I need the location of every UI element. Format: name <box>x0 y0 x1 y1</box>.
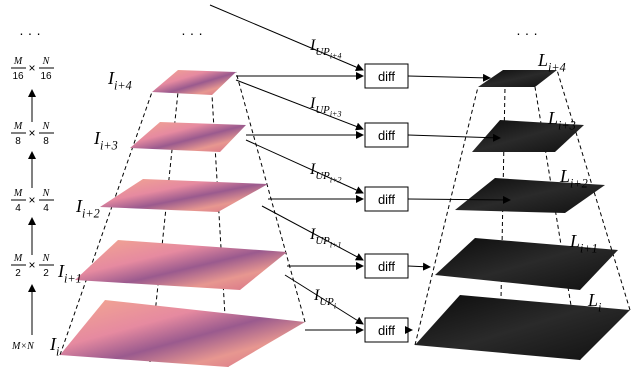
label-base: L <box>587 290 598 310</box>
ellipsis: · · · <box>516 25 538 41</box>
size-denominator: 16 <box>12 71 24 82</box>
label-subscript: i+3 <box>558 118 576 132</box>
label-base: L <box>559 166 570 186</box>
size-denominator: 4 <box>43 203 49 214</box>
base-size: M×N <box>11 341 35 352</box>
upsample-arrow <box>285 275 363 324</box>
size-numerator: M <box>13 253 23 264</box>
ellipsis: · · · <box>19 25 41 41</box>
ellipsis: · · · <box>181 25 203 41</box>
math-label: Ii <box>49 334 60 358</box>
times-sign: × <box>28 61 35 75</box>
label-base: L <box>537 50 548 70</box>
size-numerator: N <box>42 56 51 67</box>
label-subscript: i+4 <box>114 78 132 92</box>
size-numerator: M <box>13 56 23 67</box>
label-base: L <box>547 108 558 128</box>
laplacian-layer <box>478 70 557 87</box>
label-subscript: i+2 <box>82 206 100 220</box>
times-sign: × <box>28 193 35 207</box>
size-denominator: 2 <box>15 268 21 279</box>
size-denominator: 16 <box>40 71 52 82</box>
diff-label: diff <box>378 259 395 274</box>
laplacian-pyramid-diagram: · · · · · · · · · M 16 × N 16 M 8 × N 8 M 4 × N 4 M 2 × N 2 M×N… <box>0 0 640 374</box>
output-arrow <box>408 76 490 78</box>
size-denominator: 8 <box>43 136 49 147</box>
times-sign: × <box>28 126 35 140</box>
math-label: Ii+4 <box>107 68 132 92</box>
diff-label: diff <box>378 69 395 84</box>
upsample-arrow <box>236 80 363 129</box>
math-label: Ii+2 <box>75 196 100 220</box>
size-denominator: 8 <box>15 136 21 147</box>
label-subscript: UP <box>315 46 330 58</box>
label-subscript: UP <box>315 170 330 182</box>
label-subscript: i <box>598 300 602 314</box>
diff-label: diff <box>378 192 395 207</box>
size-numerator: M <box>13 121 23 132</box>
label-subscript: i+4 <box>548 60 566 74</box>
diff-label: diff <box>378 323 395 338</box>
size-denominator: 2 <box>43 268 49 279</box>
math-label: IUPi+4 <box>309 37 341 60</box>
times-sign: × <box>28 258 35 272</box>
label-subsubscript: i+4 <box>330 51 342 60</box>
math-label: Ii+1 <box>57 261 82 285</box>
image-layer <box>75 240 287 290</box>
label-subscript: i+1 <box>64 271 82 285</box>
label-subscript: i <box>56 344 60 358</box>
label-subscript: i+3 <box>100 138 118 152</box>
image-layer <box>100 179 268 212</box>
image-layer <box>60 300 305 367</box>
size-numerator: N <box>42 121 51 132</box>
image-layer <box>152 70 236 95</box>
label-subscript: i+1 <box>580 241 598 255</box>
math-label: IUPi <box>313 287 336 310</box>
label-base: L <box>569 231 580 251</box>
math-label: Ii+3 <box>93 128 118 152</box>
size-numerator: M <box>13 188 23 199</box>
output-arrow <box>408 266 430 267</box>
label-subscript: i+2 <box>570 176 588 190</box>
image-layer <box>130 122 246 152</box>
size-denominator: 4 <box>15 203 21 214</box>
diff-label: diff <box>378 128 395 143</box>
size-numerator: N <box>42 253 51 264</box>
size-numerator: N <box>42 188 51 199</box>
